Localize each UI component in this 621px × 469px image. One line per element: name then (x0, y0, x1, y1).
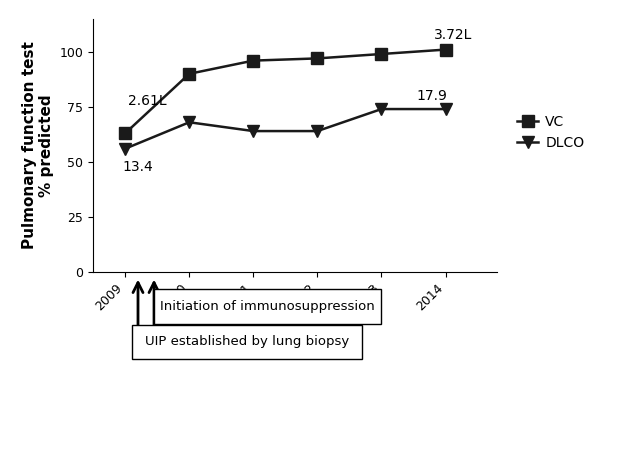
Text: 13.4: 13.4 (122, 160, 153, 174)
FancyBboxPatch shape (154, 289, 381, 324)
Line: DLCO: DLCO (120, 104, 451, 154)
Line: VC: VC (120, 44, 451, 139)
VC (186, 71, 193, 76)
DLCO (314, 128, 321, 134)
Text: Initiation of immunosuppression: Initiation of immunosuppression (160, 300, 374, 313)
Text: 2.61L: 2.61L (129, 94, 167, 108)
Text: 17.9: 17.9 (417, 89, 448, 103)
VC (442, 47, 449, 53)
VC (250, 58, 257, 63)
DLCO (378, 106, 385, 112)
FancyBboxPatch shape (132, 325, 361, 359)
Y-axis label: Pulmonary function test
% predicted: Pulmonary function test % predicted (22, 41, 54, 250)
DLCO (442, 106, 449, 112)
DLCO (186, 120, 193, 125)
VC (378, 51, 385, 57)
Legend: VC, DLCO: VC, DLCO (512, 110, 590, 156)
DLCO (122, 146, 129, 151)
VC (314, 56, 321, 61)
Text: 3.72L: 3.72L (434, 28, 473, 42)
VC (122, 130, 129, 136)
Text: UIP established by lung biopsy: UIP established by lung biopsy (145, 335, 349, 348)
DLCO (250, 128, 257, 134)
